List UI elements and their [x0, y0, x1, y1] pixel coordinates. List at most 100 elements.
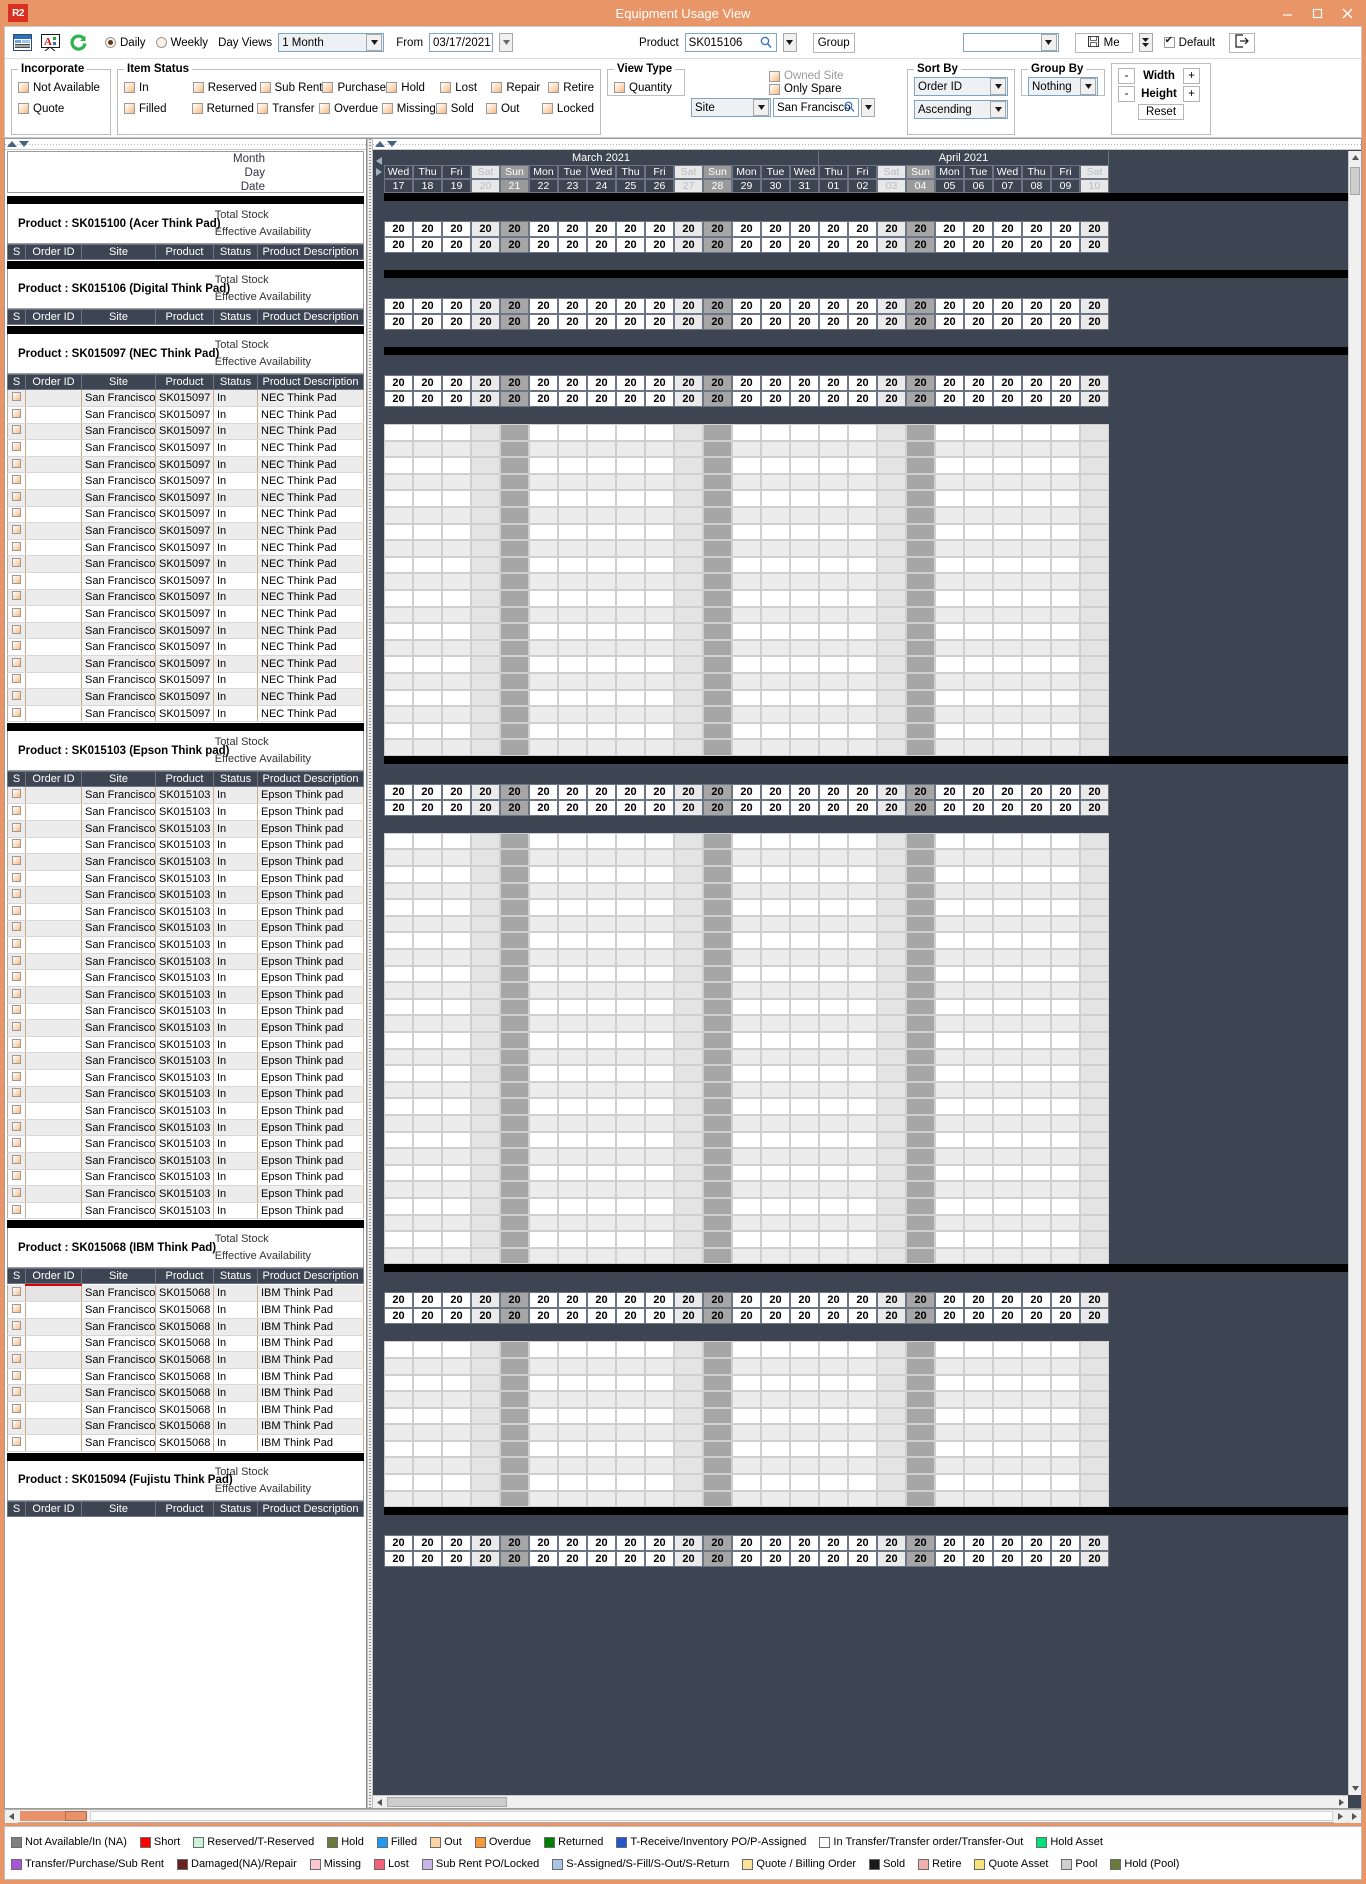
gantt-cell[interactable]	[587, 832, 616, 850]
gantt-cell[interactable]	[1051, 1015, 1080, 1032]
gantt-cell[interactable]	[1022, 739, 1051, 756]
gantt-cell[interactable]	[877, 915, 906, 933]
cell-product-description[interactable]: NEC Think Pad	[257, 672, 364, 690]
table-row[interactable]: San Francisco SK015097 In NEC Think Pad	[7, 472, 364, 491]
gantt-cell[interactable]	[819, 998, 848, 1016]
preset-spinner[interactable]	[1138, 33, 1153, 52]
cell-order-id[interactable]	[25, 1086, 82, 1104]
gantt-cell[interactable]	[703, 1357, 732, 1375]
gantt-cell[interactable]	[1022, 573, 1051, 590]
gantt-cell[interactable]	[703, 1391, 732, 1408]
gantt-cell[interactable]	[384, 656, 413, 673]
gantt-cell[interactable]	[1051, 556, 1080, 574]
gantt-cell[interactable]	[964, 1015, 993, 1032]
gantt-cell[interactable]	[964, 932, 993, 950]
gantt-cell[interactable]	[558, 1048, 587, 1066]
gantt-cell[interactable]	[732, 573, 761, 590]
checkbox-box[interactable]	[192, 82, 204, 93]
gantt-cell[interactable]	[761, 623, 790, 640]
gantt-cell[interactable]	[848, 1032, 877, 1049]
cell-site[interactable]: San Francisco	[81, 1086, 156, 1104]
gantt-cell[interactable]	[964, 1374, 993, 1392]
gantt-cell[interactable]	[761, 606, 790, 624]
gantt-cell[interactable]	[500, 523, 529, 541]
gantt-cell[interactable]	[1022, 949, 1051, 966]
gantt-cell[interactable]	[848, 1164, 877, 1182]
cell-status[interactable]: In	[213, 1036, 258, 1054]
gantt-cell[interactable]	[732, 1164, 761, 1182]
gantt-cell[interactable]	[471, 1231, 500, 1248]
row-select-checkbox[interactable]	[7, 705, 26, 723]
cell-site[interactable]: San Francisco	[81, 953, 156, 971]
gantt-cell[interactable]	[1051, 1247, 1080, 1265]
cell-status[interactable]: In	[213, 539, 258, 557]
gantt-cell[interactable]	[993, 1247, 1022, 1265]
gantt-cell[interactable]	[819, 1391, 848, 1408]
cell-product[interactable]: SK015103	[155, 1152, 214, 1170]
gantt-cell[interactable]	[500, 1131, 529, 1149]
gantt-cell[interactable]	[732, 623, 761, 640]
cell-site[interactable]: San Francisco	[81, 820, 156, 838]
gantt-cell[interactable]	[645, 1440, 674, 1458]
gantt-cell[interactable]	[848, 1341, 877, 1358]
gantt-cell[interactable]	[993, 623, 1022, 640]
gantt-cell[interactable]	[529, 540, 558, 557]
gantt-cell[interactable]	[1022, 932, 1051, 950]
column-header-s[interactable]: S	[7, 244, 26, 260]
gantt-cell[interactable]	[616, 1098, 645, 1115]
checkbox-box[interactable]	[12, 1154, 21, 1164]
gantt-cell[interactable]	[413, 473, 442, 491]
gantt-cell[interactable]	[674, 965, 703, 983]
gantt-cell[interactable]	[674, 915, 703, 933]
table-row[interactable]: San Francisco SK015097 In NEC Think Pad	[7, 638, 364, 656]
gantt-cell[interactable]	[384, 1114, 413, 1132]
gantt-cell[interactable]	[471, 656, 500, 673]
checkbox-purchase[interactable]: Purchase	[322, 82, 386, 94]
cell-product-description[interactable]: Epson Think pad	[257, 1169, 364, 1187]
cell-status[interactable]: In	[213, 1119, 258, 1137]
gantt-cell[interactable]	[848, 949, 877, 966]
gantt-cell[interactable]	[993, 523, 1022, 541]
gantt-cell[interactable]	[993, 722, 1022, 740]
gantt-cell[interactable]	[645, 457, 674, 474]
gantt-cell[interactable]	[616, 473, 645, 491]
table-row[interactable]: San Francisco SK015097 In NEC Think Pad	[7, 572, 364, 590]
gantt-cell[interactable]	[384, 1424, 413, 1441]
gantt-cell[interactable]	[906, 1457, 935, 1475]
gantt-cell[interactable]	[877, 606, 906, 624]
gantt-cell[interactable]	[935, 672, 964, 690]
gantt-cell[interactable]	[674, 424, 703, 441]
gantt-cell[interactable]	[877, 1098, 906, 1115]
cell-product[interactable]: SK015097	[155, 506, 214, 524]
cell-product-description[interactable]: Epson Think pad	[257, 920, 364, 938]
gantt-cell[interactable]	[732, 1048, 761, 1066]
cell-order-id[interactable]	[25, 1368, 82, 1386]
gantt-cell[interactable]	[877, 656, 906, 673]
cell-product[interactable]: SK015068	[155, 1335, 214, 1353]
cell-order-id[interactable]	[25, 1019, 82, 1037]
gantt-cell[interactable]	[703, 1247, 732, 1265]
gantt-cell[interactable]	[587, 540, 616, 557]
cell-site[interactable]: San Francisco	[81, 506, 156, 524]
gantt-cell[interactable]	[674, 849, 703, 867]
checkbox-box[interactable]	[191, 103, 203, 114]
gantt-cell[interactable]	[906, 1490, 935, 1508]
gantt-cell[interactable]	[935, 965, 964, 983]
gantt-cell[interactable]	[558, 915, 587, 933]
gantt-cell[interactable]	[587, 556, 616, 574]
gantt-cell[interactable]	[1080, 1065, 1109, 1082]
gantt-cell[interactable]	[935, 656, 964, 673]
gantt-row[interactable]	[384, 706, 1348, 723]
gantt-cell[interactable]	[906, 832, 935, 850]
scrollbar-thumb[interactable]	[387, 1797, 507, 1807]
gantt-cell[interactable]	[500, 1148, 529, 1165]
gantt-cell[interactable]	[529, 1247, 558, 1265]
gantt-cell[interactable]	[790, 490, 819, 507]
gantt-cell[interactable]	[674, 556, 703, 574]
checkbox-box[interactable]	[12, 872, 21, 882]
cell-status[interactable]: In	[213, 390, 258, 408]
gantt-cell[interactable]	[674, 1148, 703, 1165]
gantt-cell[interactable]	[616, 982, 645, 999]
gantt-row[interactable]	[384, 866, 1348, 883]
row-select-checkbox[interactable]	[7, 920, 26, 938]
